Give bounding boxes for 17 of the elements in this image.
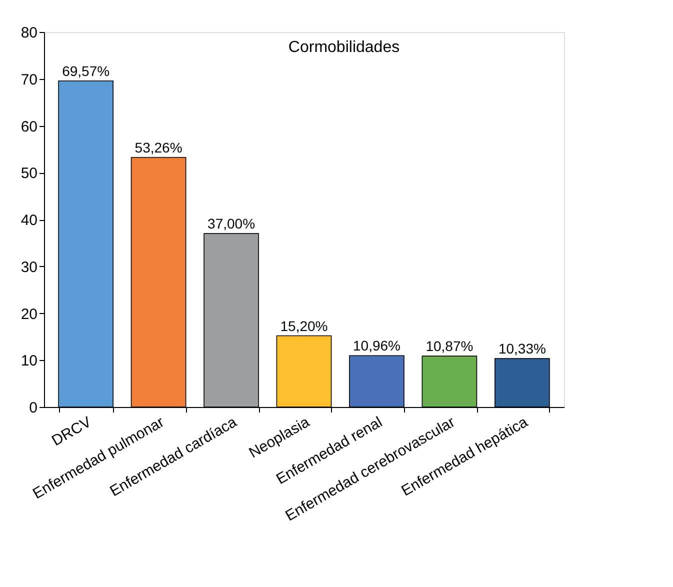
- data-label: 10,87%: [426, 338, 474, 354]
- data-label: 53,26%: [134, 139, 182, 156]
- y-tick-label: 0: [29, 400, 38, 416]
- y-tick-label: 20: [20, 306, 38, 323]
- data-label: 10,96%: [352, 338, 400, 354]
- data-label: 69,57%: [62, 62, 110, 79]
- data-label: 37,00%: [208, 216, 256, 232]
- y-tick-label: 30: [20, 258, 38, 276]
- y-tick-label: 80: [20, 24, 38, 42]
- y-tick-label: 50: [20, 165, 38, 182]
- data-label: 15,20%: [280, 318, 328, 334]
- y-tick-label: 40: [20, 212, 38, 229]
- data-label: 10,33%: [498, 340, 546, 357]
- chart-title: Cormobilidades: [288, 39, 400, 56]
- y-tick-label: 70: [20, 71, 38, 88]
- y-tick-label: 60: [20, 118, 38, 136]
- y-tick-label: 10: [20, 352, 38, 370]
